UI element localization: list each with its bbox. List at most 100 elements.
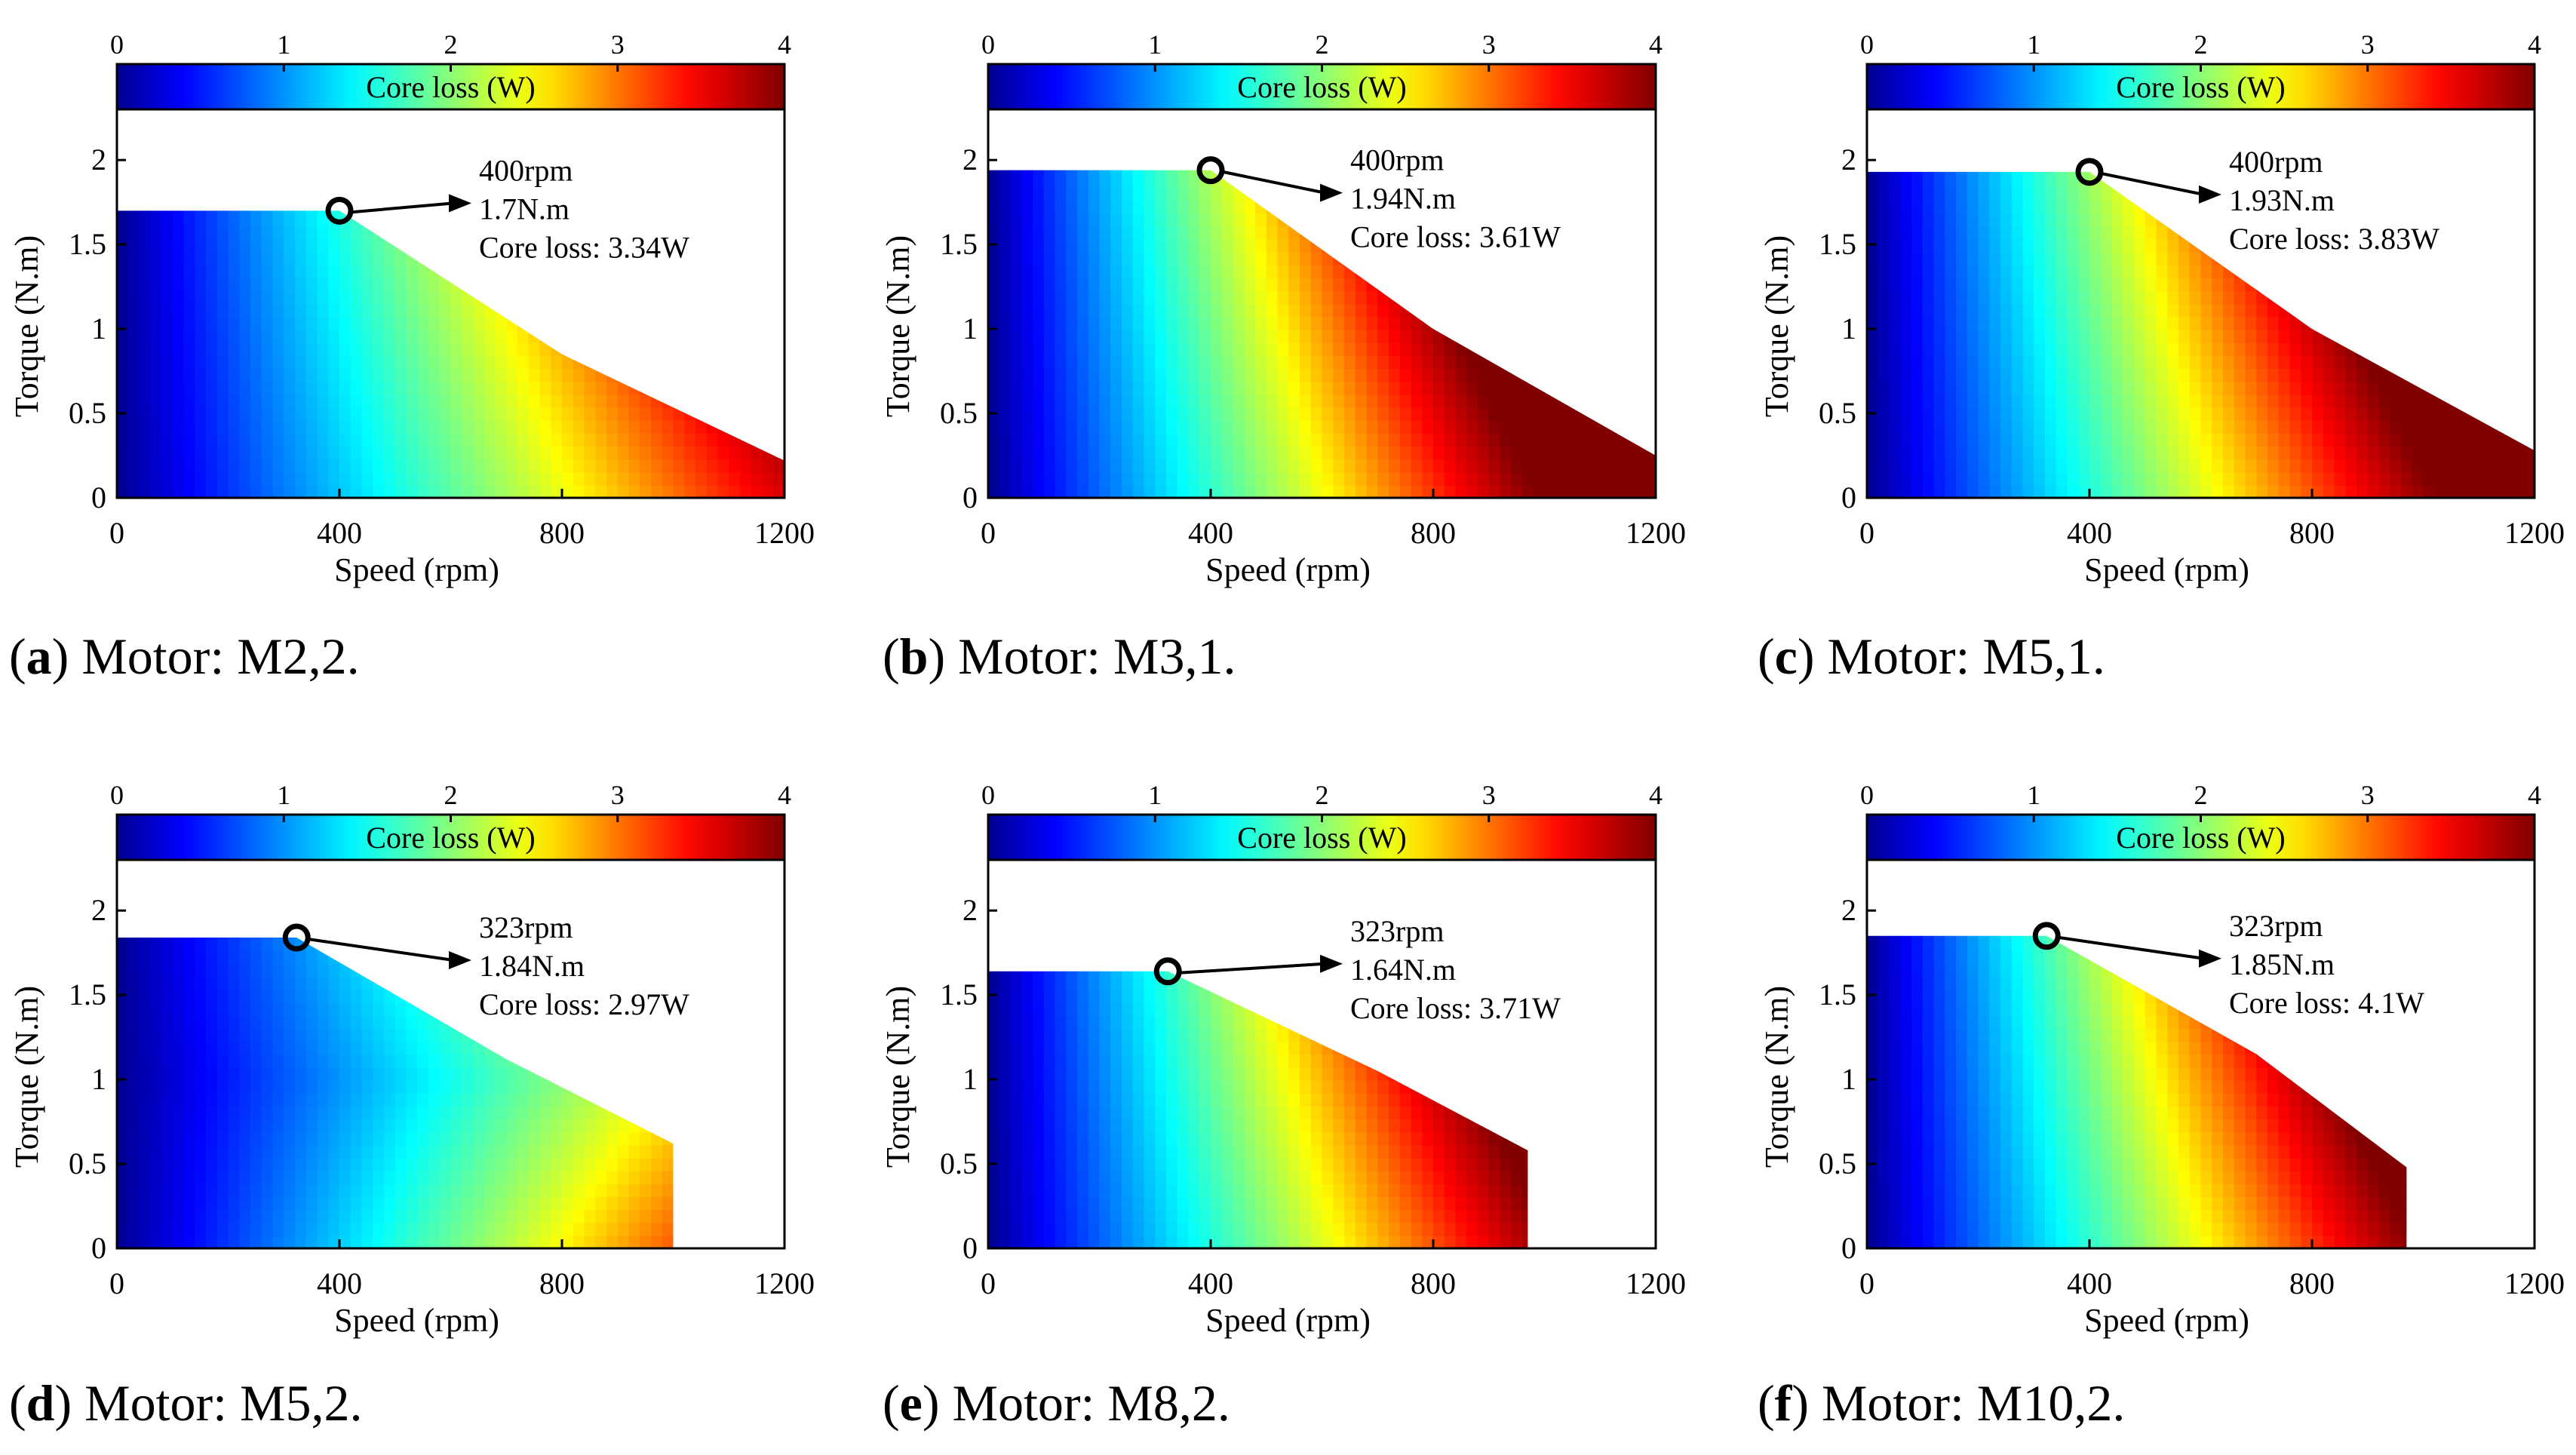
heat-cell (140, 174, 152, 188)
heat-cell (988, 420, 1000, 434)
heat-cell (1445, 304, 1457, 318)
heat-cell (1088, 342, 1101, 356)
heat-cell (2023, 265, 2035, 278)
heat-cell (1033, 472, 1045, 486)
heat-cell (1456, 342, 1468, 356)
heat-cell (328, 122, 340, 136)
heat-cell (1177, 226, 1190, 240)
heat-cell (1422, 446, 1434, 459)
heat-cell (1578, 187, 1590, 201)
heat-cell (1133, 278, 1145, 291)
caption-paren: ( (9, 628, 26, 685)
heat-cell (1267, 317, 1279, 330)
heat-cell (1055, 459, 1067, 473)
heat-cell (339, 485, 352, 499)
heat-cell (751, 109, 763, 123)
heat-cell (2279, 342, 2291, 356)
heat-cell (128, 472, 140, 486)
heat-cell (1166, 330, 1178, 343)
heat-cell (173, 459, 185, 473)
heat-cell (1589, 290, 1601, 304)
heat-cell (2012, 226, 2024, 240)
heat-cell (606, 290, 619, 304)
heat-cell (1088, 355, 1101, 369)
heat-cell (1867, 226, 1879, 240)
heat-cell (318, 459, 330, 473)
heat-cell (2134, 382, 2146, 395)
heat-cell (295, 290, 307, 304)
heat-cell (195, 420, 207, 434)
heat-cell (440, 239, 452, 253)
heat-cell (184, 446, 196, 459)
heat-cell (273, 420, 285, 434)
heat-cell (740, 472, 752, 486)
y-tick-label: 0.5 (69, 396, 106, 430)
heat-cell (1945, 485, 1957, 499)
heat-cell (1333, 394, 1345, 408)
heat-cell (1278, 407, 1290, 421)
heat-cell (407, 278, 419, 291)
heat-cell (1511, 304, 1523, 318)
heat-cell (1189, 485, 1201, 499)
heat-cell (1433, 109, 1445, 123)
heat-cell (1155, 368, 1167, 382)
heat-cell (1567, 252, 1579, 266)
heat-cell (117, 342, 129, 356)
heat-cell (150, 459, 162, 473)
heat-cell (2045, 394, 2057, 408)
heat-cell (1233, 122, 1245, 136)
heat-cell (1377, 330, 1389, 343)
heat-cell (462, 317, 474, 330)
heat-cell (2157, 317, 2169, 330)
heat-cell (740, 355, 752, 369)
heat-cell (250, 252, 263, 266)
heat-cell (2190, 122, 2202, 136)
heat-cell (206, 407, 218, 421)
heat-cell (751, 420, 763, 434)
heat-cell (1611, 135, 1623, 149)
heat-cell (1911, 239, 1924, 253)
heat-cell (1278, 226, 1290, 240)
heat-cell (1489, 149, 1501, 162)
heat-cell (1934, 368, 1946, 382)
heat-cell (1278, 149, 1290, 162)
heat-cell (1967, 459, 1979, 473)
heat-cell (473, 109, 485, 123)
heat-cell (2056, 368, 2068, 382)
heat-cell (2123, 226, 2135, 240)
heat-cell (1189, 420, 1201, 434)
heat-cell (1989, 472, 2001, 486)
heat-cell (1367, 472, 1379, 486)
heat-cell (1979, 161, 1991, 175)
heat-cell (618, 265, 630, 278)
heat-cell (2190, 265, 2202, 278)
heat-cell (362, 485, 374, 499)
heat-cell (573, 459, 585, 473)
heat-cell (250, 149, 263, 162)
heat-cell (295, 239, 307, 253)
heat-cell (529, 407, 541, 421)
heat-cell (1967, 213, 1979, 226)
heat-cell (1534, 420, 1546, 434)
heat-cell (740, 149, 752, 162)
heat-cell (2279, 472, 2291, 486)
heat-cell (1967, 122, 1979, 136)
heat-cell (1044, 187, 1056, 201)
heat-cell (2134, 122, 2146, 136)
heat-cell (1044, 252, 1056, 266)
heat-cell (1967, 265, 1979, 278)
heat-cell (1288, 485, 1300, 499)
heat-cell (217, 278, 229, 291)
heat-cell (1233, 213, 1245, 226)
heat-cell (173, 174, 185, 188)
heat-cell (2134, 394, 2146, 408)
heat-cell (2078, 368, 2090, 382)
heat-cell (362, 342, 374, 356)
heat-cell (128, 342, 140, 356)
heat-cell (2068, 368, 2080, 382)
heat-cell (1589, 407, 1601, 421)
heat-cell (1489, 265, 1501, 278)
heat-cell (618, 420, 630, 434)
heat-cell (1177, 122, 1190, 136)
heat-cell (1255, 459, 1267, 473)
